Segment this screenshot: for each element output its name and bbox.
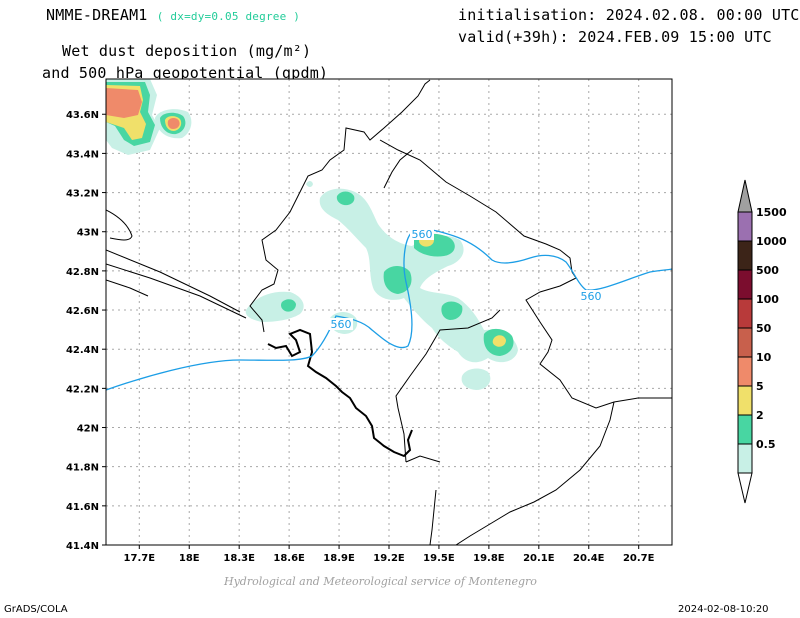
- x-tick-label: 17.7E: [124, 553, 156, 564]
- x-tick-label: 19.8E: [473, 553, 505, 564]
- y-tick-label: 42.6N: [66, 306, 99, 317]
- deposition-area-2: [441, 301, 463, 320]
- resolution-note: ( dx=dy=0.05 degree ): [156, 10, 301, 23]
- x-tick-label: 18.9E: [323, 553, 355, 564]
- country-border: [383, 149, 413, 189]
- title-line-2: and 500 hPa geopotential (gpdm): [42, 64, 329, 82]
- y-tick-label: 42.2N: [66, 384, 99, 395]
- colorbar-label: 1500: [756, 206, 787, 219]
- footer-right: 2024-02-08-10:20: [678, 604, 769, 615]
- y-tick-label: 42N: [77, 424, 99, 435]
- y-tick-label: 43.6N: [66, 110, 99, 121]
- colorbar-cap-top: [737, 179, 753, 213]
- y-tick-label: 42.8N: [66, 267, 99, 278]
- contour-label: 560: [581, 290, 602, 303]
- footer-left: GrADS/COLA: [4, 604, 68, 615]
- y-tick-label: 43.2N: [66, 189, 99, 200]
- x-tick-label: 18E: [179, 553, 200, 564]
- geopotential-contours: [106, 228, 672, 391]
- colorbar-swatch: [737, 385, 753, 416]
- y-tick-label: 42.4N: [66, 345, 99, 356]
- colorbar-cap-bottom: [737, 472, 753, 504]
- country-border: [106, 263, 247, 319]
- colorbar-swatch: [737, 240, 753, 271]
- deposition-area-2: [336, 191, 355, 206]
- colorbar-label: 500: [756, 264, 779, 277]
- contour-label-bg: [329, 318, 353, 330]
- deposition-area-10: [167, 118, 180, 129]
- colorbar-label: 0.5: [756, 438, 776, 451]
- colorbar-swatch: [737, 356, 753, 387]
- colorbar-swatch: [737, 327, 753, 358]
- init-time: initialisation: 2024.02.08. 00:00 UTC: [458, 6, 800, 24]
- country-border: [395, 309, 501, 463]
- model-name: NMME-DREAM1: [46, 6, 148, 24]
- title-line-1: Wet dust deposition (mg/m²): [62, 42, 312, 60]
- colorbar-label: 50: [756, 322, 772, 335]
- lat-axis: 43.6N 43.4N 43.2N 43N 42.8N 42.6N 42.4N 42.2N 42…: [66, 110, 106, 552]
- deposition-area-10: [106, 88, 142, 118]
- colorbar-label: 1000: [756, 235, 787, 248]
- y-tick-label: 41.8N: [66, 463, 99, 474]
- colorbar-swatch: [737, 414, 753, 445]
- x-tick-label: 18.3E: [223, 553, 255, 564]
- x-tick-label: 20.7E: [623, 553, 655, 564]
- colorbar-label: 2: [756, 409, 764, 422]
- country-border: [525, 271, 672, 409]
- deposition-area-0.5: [306, 181, 313, 187]
- contour-labels: 560 560 560: [329, 228, 603, 331]
- deposition-shading: [106, 79, 518, 390]
- country-border: [429, 489, 437, 545]
- contour-label-bg: [579, 290, 603, 302]
- country-border: [249, 79, 431, 333]
- colorbar-label: 100: [756, 293, 779, 306]
- country-border: [455, 401, 615, 545]
- x-tick-label: 20.1E: [523, 553, 555, 564]
- country-border: [106, 249, 241, 313]
- colorbar-swatch: [737, 211, 753, 242]
- x-tick-label: 19.2E: [373, 553, 405, 564]
- borders: [106, 79, 672, 545]
- lon-axis: 17.7E 18E 18.3E 18.6E 18.9E 19.2E 19.5E 19.8E 20…: [124, 545, 655, 564]
- country-border: [106, 279, 149, 297]
- deposition-area-0.5: [461, 368, 491, 390]
- contour-label: 560: [412, 228, 433, 241]
- y-tick-label: 43N: [77, 228, 99, 239]
- contour-label: 560: [331, 318, 352, 331]
- y-tick-label: 41.6N: [66, 502, 99, 513]
- deposition-area-5: [492, 335, 506, 347]
- plot-area: [106, 79, 672, 545]
- country-border: [405, 455, 441, 463]
- country-border: [106, 209, 133, 241]
- x-tick-label: 20.4E: [573, 553, 605, 564]
- colorbar-swatch: [737, 298, 753, 329]
- colorbar: 1500 1000 500 100 50 10 5 2 0.5: [737, 179, 787, 504]
- credit-text: Hydrological and Meteorological service …: [224, 575, 537, 588]
- colorbar-swatch: [737, 443, 753, 474]
- valid-time: valid(+39h): 2024.FEB.09 15:00 UTC: [458, 28, 772, 46]
- deposition-area-2: [281, 299, 296, 312]
- deposition-area-0.5: [319, 188, 518, 363]
- y-tick-label: 43.4N: [66, 149, 99, 160]
- colorbar-label: 5: [756, 380, 764, 393]
- x-tick-label: 18.6E: [273, 553, 305, 564]
- x-tick-label: 19.5E: [423, 553, 455, 564]
- coastline: [267, 328, 413, 458]
- colorbar-label: 10: [756, 351, 772, 364]
- colorbar-swatch: [737, 269, 753, 300]
- contour-560-line: [106, 228, 672, 391]
- country-border: [379, 139, 573, 273]
- y-tick-label: 41.4N: [66, 541, 99, 552]
- contour-label-bg: [410, 228, 434, 240]
